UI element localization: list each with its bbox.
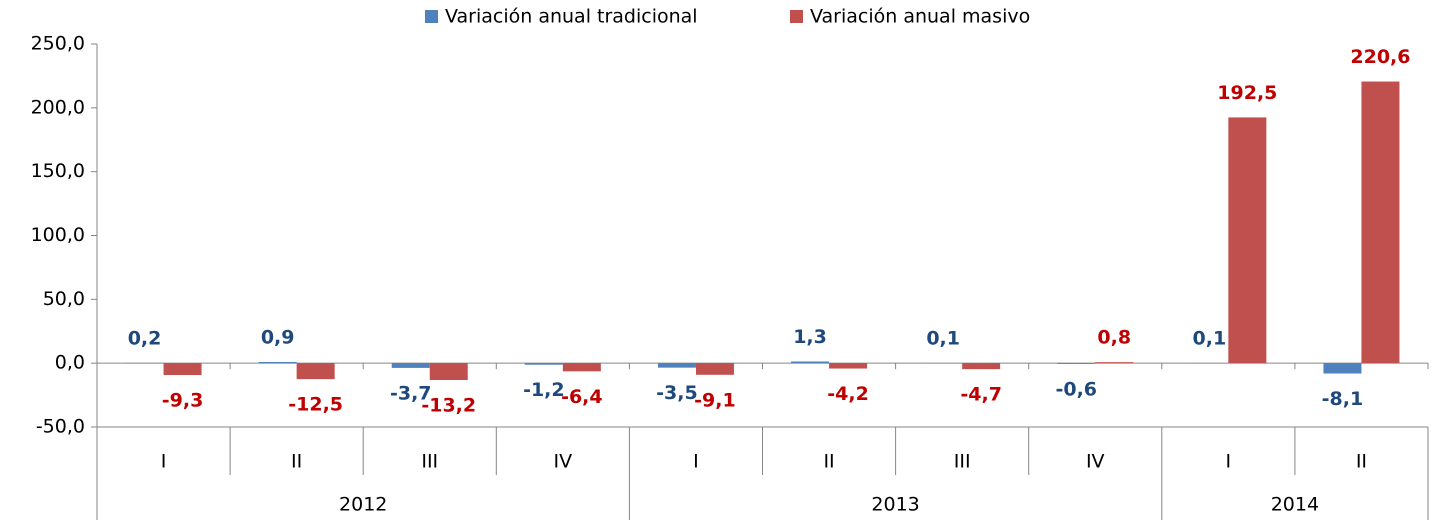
value-label: -9,1 xyxy=(694,389,736,411)
legend-label: Variación anual tradicional xyxy=(445,6,698,28)
bar xyxy=(258,362,297,364)
x-tick-label: I xyxy=(1226,451,1232,473)
bar xyxy=(829,363,868,369)
value-label: -0,6 xyxy=(1055,378,1097,400)
legend-swatch xyxy=(790,10,803,23)
x-tick-label: I xyxy=(161,451,167,473)
bar xyxy=(562,363,601,372)
y-tick-label: 50,0 xyxy=(43,288,85,310)
value-label: -12,5 xyxy=(288,394,343,416)
bar xyxy=(1057,363,1096,364)
x-tick-label: III xyxy=(421,451,438,473)
value-label: -6,4 xyxy=(561,386,603,408)
value-label: 0,9 xyxy=(261,327,295,349)
x-tick-label: III xyxy=(954,451,971,473)
bar xyxy=(657,363,696,368)
value-label: -1,2 xyxy=(523,379,565,401)
y-tick-label: -50,0 xyxy=(36,416,85,438)
value-label: -8,1 xyxy=(1322,388,1364,410)
value-label: -3,7 xyxy=(390,382,432,404)
value-label: 1,3 xyxy=(793,326,827,348)
value-label: 0,8 xyxy=(1097,327,1131,349)
legend-swatch xyxy=(425,10,438,23)
value-label: -9,3 xyxy=(162,390,204,412)
value-label: 0,2 xyxy=(128,327,162,349)
x-tick-label: I xyxy=(693,451,699,473)
value-label: 0,1 xyxy=(1193,328,1227,350)
bar xyxy=(429,363,468,381)
bar xyxy=(163,363,202,376)
x-tick-label: II xyxy=(291,451,302,473)
bar xyxy=(296,363,335,380)
bar xyxy=(1323,363,1362,374)
value-label: 192,5 xyxy=(1217,82,1277,104)
y-tick-label: 200,0 xyxy=(31,96,85,118)
group-label: 2013 xyxy=(871,494,919,516)
bar xyxy=(695,363,734,375)
y-tick-label: 100,0 xyxy=(31,224,85,246)
bar xyxy=(1228,117,1267,364)
value-label: -4,2 xyxy=(827,383,869,405)
group-label: 2014 xyxy=(1271,494,1319,516)
value-label: 220,6 xyxy=(1350,46,1410,68)
y-tick-label: 150,0 xyxy=(31,160,85,182)
value-label: -3,5 xyxy=(656,382,698,404)
bar xyxy=(1095,362,1134,364)
legend-label: Variación anual masivo xyxy=(810,6,1030,28)
y-tick-label: 0,0 xyxy=(55,352,85,374)
bar xyxy=(1361,81,1400,364)
bar xyxy=(524,363,563,365)
value-label: -4,7 xyxy=(960,384,1002,406)
value-label: -13,2 xyxy=(421,395,476,417)
bar xyxy=(391,363,430,368)
bar xyxy=(962,363,1001,370)
x-tick-label: IV xyxy=(1086,451,1105,473)
x-tick-label: IV xyxy=(554,451,573,473)
x-tick-label: II xyxy=(1356,451,1367,473)
bar xyxy=(791,361,830,364)
x-tick-label: II xyxy=(823,451,834,473)
group-label: 2012 xyxy=(339,494,387,516)
y-tick-label: 250,0 xyxy=(31,33,85,55)
value-label: 0,1 xyxy=(926,328,960,350)
